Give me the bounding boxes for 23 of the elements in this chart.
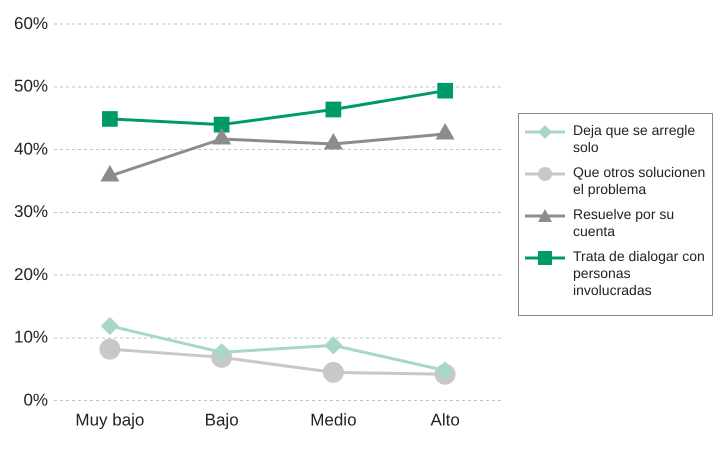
legend-label: Trata de dialogar con personas involucradas bbox=[573, 248, 706, 299]
point bbox=[214, 116, 230, 132]
x-tick-label: Muy bajo bbox=[75, 410, 144, 430]
legend-label: Deja que se arregle solo bbox=[573, 122, 696, 156]
legend-label: Que otros solucionen el problema bbox=[573, 164, 706, 198]
y-tick-label: 60% bbox=[14, 14, 48, 33]
legend-label: Resuelve por su cuenta bbox=[573, 206, 676, 240]
y-tick-label: 20% bbox=[14, 264, 48, 284]
y-tick-label: 10% bbox=[14, 328, 48, 347]
point bbox=[324, 336, 342, 354]
point bbox=[102, 111, 118, 127]
point bbox=[326, 102, 342, 118]
point bbox=[99, 338, 120, 360]
y-tick-label: 50% bbox=[14, 76, 48, 96]
y-tick-label: 0% bbox=[23, 390, 48, 410]
point bbox=[322, 362, 344, 383]
x-tick-label: Alto bbox=[430, 410, 460, 430]
x-tick-label: Bajo bbox=[204, 410, 239, 430]
x-tick-label: Medio bbox=[310, 410, 357, 430]
y-tick-label: 30% bbox=[14, 202, 48, 222]
point bbox=[437, 82, 453, 99]
y-tick-label: 40% bbox=[14, 139, 48, 158]
point bbox=[101, 317, 118, 334]
